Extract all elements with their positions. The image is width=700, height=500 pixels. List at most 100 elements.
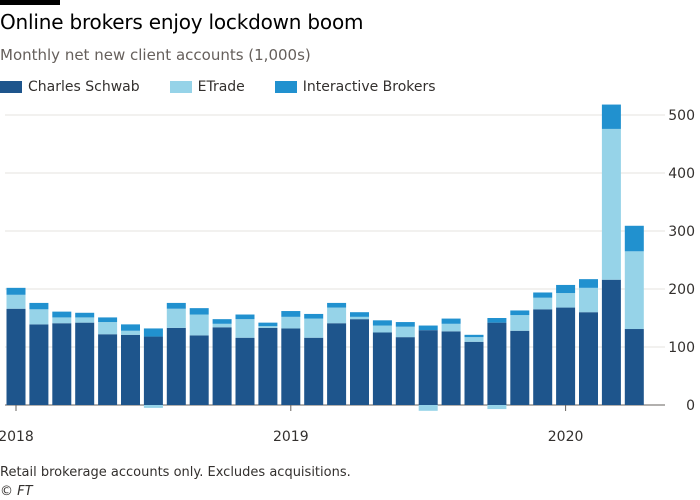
x-tick-label: 2018 (0, 429, 34, 445)
bar-etrade (487, 405, 507, 410)
legend-label-schwab: Charles Schwab (28, 79, 140, 95)
bar-etrade (441, 323, 461, 332)
bar-ib (372, 320, 392, 326)
bar-schwab (556, 307, 576, 405)
bar-ib (75, 312, 95, 318)
bar-ib (212, 319, 232, 324)
y-tick-label: 400 (668, 166, 695, 182)
bar-ib (418, 325, 438, 331)
y-tick-label: 0 (686, 398, 695, 414)
bar-schwab (281, 328, 301, 405)
y-tick-label: 200 (668, 282, 695, 298)
bar-schwab (510, 330, 530, 405)
bar-schwab (579, 312, 598, 405)
bar-schwab (143, 336, 163, 405)
bar-schwab (75, 322, 95, 405)
bar-ib (395, 322, 415, 327)
bar-ib (624, 225, 644, 252)
bar-etrade (98, 322, 118, 335)
bar-schwab (121, 334, 140, 405)
legend-item-etrade: ETrade (169, 79, 245, 95)
bar-ib (258, 322, 278, 327)
legend-label-ib: Interactive Brokers (302, 79, 436, 95)
bar-etrade (75, 317, 95, 323)
bar-ib (487, 318, 507, 323)
x-tick-label: 2019 (273, 429, 309, 445)
bar-schwab (533, 309, 553, 405)
bar-etrade (258, 326, 278, 328)
bar-etrade (189, 314, 209, 336)
bar-etrade (143, 405, 163, 408)
bar-etrade (281, 316, 301, 329)
legend-swatch-ib (274, 81, 297, 93)
bar-ib (281, 311, 301, 317)
bar-schwab (372, 332, 392, 405)
bar-schwab (98, 334, 118, 405)
bar-ib (441, 318, 461, 324)
bar-schwab (624, 329, 644, 405)
bar-schwab (29, 324, 49, 405)
y-tick-label: 100 (668, 340, 695, 356)
bar-schwab (166, 327, 186, 405)
bar-ib (304, 313, 324, 319)
bar-etrade (556, 293, 576, 308)
bar-etrade (395, 326, 415, 338)
bar-etrade (52, 317, 72, 324)
bar-schwab (235, 337, 255, 405)
chart-source: © FT (0, 484, 33, 499)
bar-schwab (418, 330, 438, 405)
chart-subtitle: Monthly net new client accounts (1,000s) (0, 46, 311, 64)
legend-swatch-schwab (0, 81, 22, 93)
bar-ib (189, 308, 209, 315)
bar-etrade (510, 315, 530, 331)
bar-ib (327, 302, 347, 308)
bar-etrade (601, 128, 621, 280)
ft-brand-bar (0, 0, 60, 5)
x-tick-label: 2020 (548, 429, 584, 445)
bar-ib (533, 292, 553, 298)
bar-etrade (6, 294, 26, 309)
bar-etrade (579, 287, 598, 313)
bar-schwab (395, 337, 415, 405)
bar-etrade (29, 309, 49, 325)
legend-label-etrade: ETrade (197, 79, 245, 95)
chart-footnote: Retail brokerage accounts only. Excludes… (0, 465, 351, 480)
bar-etrade (418, 405, 438, 411)
bar-schwab (6, 308, 26, 405)
bar-etrade (533, 297, 553, 310)
bar-schwab (258, 327, 278, 405)
bar-ib (29, 302, 49, 310)
bar-ib (143, 328, 163, 337)
bar-etrade (121, 330, 140, 335)
bar-ib (98, 317, 118, 323)
bar-schwab (189, 335, 209, 405)
bar-schwab (212, 327, 232, 405)
chart-legend: Charles Schwab ETrade Interactive Broker… (0, 79, 466, 95)
bar-schwab (52, 323, 72, 405)
bar-ib (350, 312, 369, 317)
bar-ib (121, 324, 140, 331)
bar-schwab (350, 319, 369, 405)
bar-etrade (212, 323, 232, 328)
bar-etrade (372, 325, 392, 333)
bar-ib (579, 279, 598, 288)
bar-etrade (464, 337, 484, 342)
bar-ib (464, 334, 484, 338)
bar-schwab (441, 331, 461, 405)
bar-ib (601, 104, 621, 129)
bar-ib (235, 314, 255, 320)
bar-schwab (464, 341, 484, 405)
y-tick-label: 300 (668, 224, 695, 240)
bar-schwab (601, 279, 621, 405)
bar-ib (556, 284, 576, 294)
bar-schwab (327, 323, 347, 405)
y-tick-label: 500 (668, 108, 695, 124)
bar-schwab (304, 337, 324, 405)
legend-item-schwab: Charles Schwab (0, 79, 140, 95)
bar-ib (6, 287, 26, 295)
bar-etrade (624, 251, 644, 330)
bar-ib (510, 310, 530, 316)
bar-etrade (235, 319, 255, 338)
bar-etrade (327, 307, 347, 324)
